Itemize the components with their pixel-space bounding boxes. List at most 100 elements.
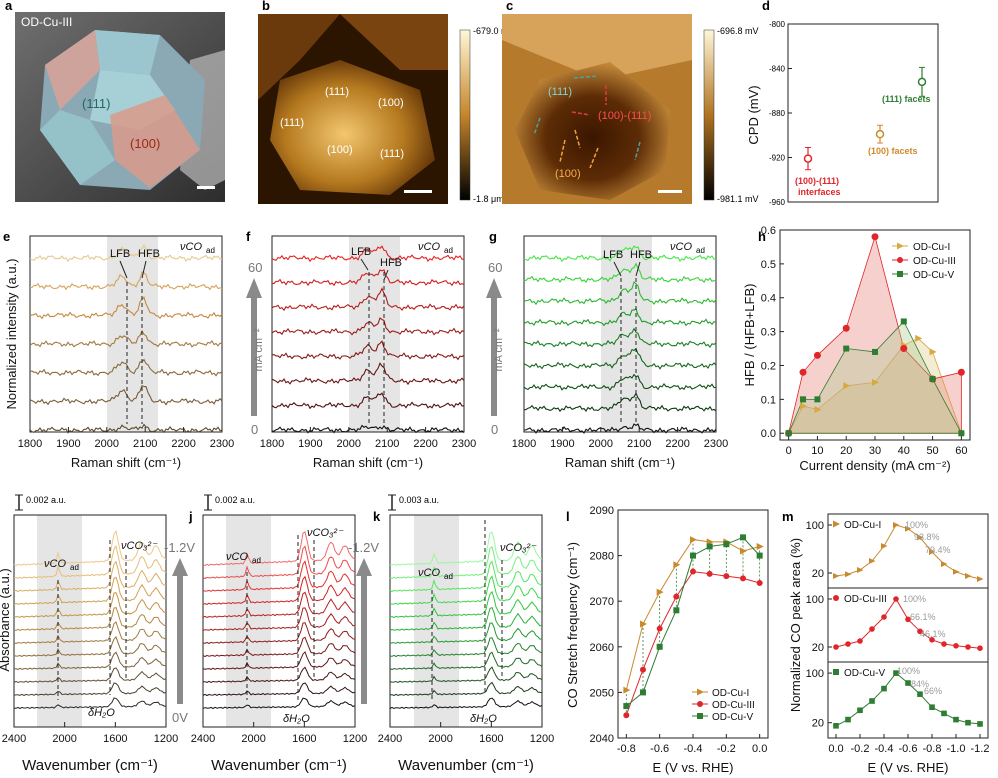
point-OD-Cu-I [623,686,631,694]
ir-spectrum [389,637,543,658]
sample-label: OD-Cu-III [21,15,72,29]
point-OD-Cu-V [845,716,851,723]
point-OD-Cu-III [845,641,851,647]
raman-spectrum [271,362,465,386]
point-OD-Cu-V [977,721,983,727]
legend-marker [697,701,703,707]
cpd-point [803,154,813,163]
point-OD-Cu-I [756,542,764,550]
panel-a-label: a [5,0,13,13]
y-tick-label-h: 0.5 [761,259,776,271]
raman-spectrum [29,296,223,320]
ir-spectrum [13,697,167,710]
x-tick-label: 2300 [210,438,234,450]
x-tick-label-h: 0 [786,445,792,457]
point-OD-Cu-V [785,430,792,437]
point-OD-Cu-III [905,616,911,623]
x-tick-label: 1900 [56,438,80,450]
y-tick-label-d: -840 [769,65,786,74]
point-OD-Cu-III [756,579,763,586]
svg-text:-1.8 μm: -1.8 μm [473,194,504,204]
point-OD-Cu-III [799,368,807,376]
ir-spectrum [202,607,356,631]
x-tick-label-h: 60 [955,445,967,457]
point-OD-Cu-I [917,534,924,541]
panel-f-label: f [246,229,251,244]
point-OD-Cu-I [814,406,822,414]
legend-label: OD-Cu-III [712,700,755,711]
raman-spectrum [29,423,223,434]
panel-d-label: d [762,0,770,13]
y-tick-label-d: -960 [769,198,786,207]
x-tick-label: 2000 [95,438,119,450]
panel-e: e LFB HFB νCO ad 1800 1900 2000 2100 2200 230… [3,229,234,470]
raman-spectrum [523,281,717,306]
point-OD-Cu-III [706,570,713,577]
svg-text:νCO: νCO [670,241,692,253]
y-tick-label-l: 2060 [590,642,614,654]
svg-text:νCO: νCO [44,558,66,570]
ir-spectrum [389,546,543,579]
current-arrow-g: 60 mA cm⁻² 0 [486,260,505,437]
svg-text:ad: ad [70,563,79,572]
y-tick-label-h: 0.0 [761,428,776,440]
axis-y-label-d: CPD (mV) [746,85,761,144]
y-tick-label-h: 0.6 [761,225,776,237]
raman-spectrum [523,327,717,349]
point-OD-Cu-V [690,552,696,559]
svg-text:60: 60 [488,260,502,275]
raman-spectrum [271,392,465,410]
point-OD-Cu-III [917,628,923,635]
panel-l: l -0.8 -0.6 -0.4 -0.2 0.0 2040 2050 2060 2070 208… [565,505,769,775]
svg-text:(100) facets: (100) facets [868,146,918,156]
svg-text:66%: 66% [924,686,942,696]
svg-text:-1.2V: -1.2V [164,540,195,555]
svg-text:ad: ad [696,246,705,255]
panel-j-label: j [188,509,193,524]
point-OD-Cu-I [915,334,923,342]
svg-text:νCO₃²⁻: νCO₃²⁻ [121,540,158,552]
point-OD-Cu-III [740,575,746,582]
legend-label: OD-Cu-I [844,520,881,531]
ir-spectrum [389,651,543,671]
point-OD-Cu-III [833,644,839,650]
axis-x-label-k: Wavenumber (cm⁻¹) [398,757,534,774]
plot-frame-f [271,235,465,433]
point-OD-Cu-III [673,593,680,600]
svg-text:LFB: LFB [351,246,371,258]
x-tick-label: 1600 [103,733,127,745]
point-OD-Cu-III [871,233,879,241]
svg-text:-696.8 mV: -696.8 mV [717,26,759,36]
y-tick-label-l: 2050 [590,687,614,699]
svg-text:100%: 100% [903,594,926,604]
axis-y-label-l: CO Stretch frequency (cm⁻¹) [565,542,580,708]
ir-spectrum [13,635,167,657]
ir-spectrum [389,622,543,644]
raman-spectrum [523,347,717,370]
point-OD-Cu-I [881,543,888,549]
ir-spectrum [389,575,543,605]
x-tick-label: 2000 [52,733,76,745]
svg-text:ad: ad [206,246,215,255]
panel-k: k 0.003 a.u. -1.2V νCO ad νCO₃²⁻ δH₂O 24… [348,494,554,774]
ir-spectrum [13,544,167,579]
x-tick-label: 2300 [452,438,476,450]
point-OD-Cu-V [656,643,663,650]
panel-m-label: m [782,509,794,524]
panel-g-label: g [489,229,497,244]
legend-label: OD-Cu-I [712,688,749,699]
point-OD-Cu-III [941,641,947,647]
svg-text:93.8%: 93.8% [914,532,940,542]
ir-spectrum [202,636,356,658]
svg-text:νCO: νCO [180,241,202,253]
panel-i: 0.002 a.u. νCO ad νCO₃²⁻ δH₂O 2400 2000 16… [0,494,178,774]
ir-spectrum [13,667,167,683]
svg-text:60: 60 [248,260,262,275]
svg-text:LFB: LFB [603,249,623,261]
point-OD-Cu-V [640,689,646,696]
point-OD-Cu-I [833,573,840,579]
svg-text:δH₂O: δH₂O [88,707,115,719]
ir-spectrum [389,560,543,593]
plot-frame-e [29,235,223,433]
svg-text:HFB: HFB [630,249,652,261]
